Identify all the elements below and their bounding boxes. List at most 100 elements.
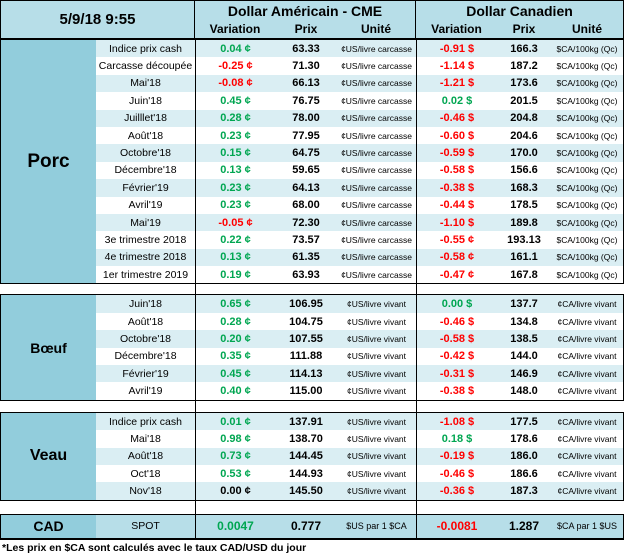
row-label-cell: Oct'18 [130,467,161,480]
row-label-cell: Indice prix cash [109,415,182,428]
cad-us-unit-cell: $US par 1 $CA [346,521,407,532]
ca-variation-cell: -0.46 $ [416,312,497,331]
us-variation-cell: 0.13 ¢ [195,248,275,267]
us-variation-cell: 0.20 ¢ [195,330,275,348]
spot-label: SPOT [131,520,160,533]
ca-prix-cell: 146.9 [510,367,538,380]
us-prix-cell: 71.30 [292,60,320,73]
ca-variation-cell: -0.60 $ [416,126,497,145]
us-unit-cell: ¢US/livre carcasse [341,130,412,141]
us-prix-cell: 64.75 [292,147,320,160]
us-col-prix: Prix [294,22,318,36]
table-row: Mai'18 -0.08 ¢ 66.13 ¢US/livre carcasse -1.2… [96,74,623,93]
ca-unit-cell: $CA/100kg (Qc) [556,95,618,106]
ca-prix-cell: 167.8 [510,268,538,281]
row-label-cell: Août'18 [127,129,164,142]
row-label-cell: Décembre'18 [114,350,177,363]
ca-unit-cell: ¢CA/livre vivant [557,451,617,462]
table-row: Août'18 0.28 ¢ 104.75 ¢US/livre vivant -0.46… [96,312,623,331]
ca-prix-cell: 168.3 [510,181,538,194]
ca-prix-cell: 187.3 [510,485,538,498]
ca-prix-cell: 166.3 [510,42,538,55]
ca-unit-cell: ¢CA/livre vivant [557,386,617,397]
ca-variation-cell: -0.58 $ [416,330,497,348]
us-variation-cell: 0.00 ¢ [195,482,275,500]
us-unit-cell: ¢US/livre vivant [346,451,407,462]
us-variation-cell: 0.04 ¢ [195,40,275,58]
row-label-cell: Mai'19 [130,216,161,229]
us-unit-cell: ¢US/livre carcasse [341,61,412,72]
us-variation-cell: -0.08 ¢ [195,74,275,93]
ca-variation-cell: 0.18 $ [416,430,497,448]
ca-prix-cell: 156.6 [510,164,538,177]
cad-us-prix-cell: 0.777 [290,519,322,534]
ca-unit-cell: ¢CA/livre vivant [557,468,617,479]
us-header-group: Dollar Américain - CME Variation Prix Un… [195,1,416,38]
us-unit-cell: ¢US/livre carcasse [341,200,412,211]
ca-header-group: Dollar Canadien Variation Prix Unité [416,1,623,38]
ca-prix-cell: 148.0 [510,385,538,398]
ca-prix-cell: 189.8 [510,216,538,229]
cad-ca-prix-cell: 1.287 [508,519,540,534]
row-label-cell: Octobre'18 [119,147,172,160]
table-row: Avril'19 0.40 ¢ 115.00 ¢US/livre vivant -0.3… [96,382,623,400]
table-row: Carcasse découpée -0.25 ¢ 71.30 ¢US/livre c… [96,57,623,75]
us-variation-cell: 0.28 ¢ [195,312,275,331]
ca-col-unite: Unité [572,22,602,36]
us-prix-cell: 104.75 [289,315,323,328]
us-unit-cell: ¢US/livre carcasse [341,165,412,176]
us-prix-cell: 77.95 [292,129,320,142]
ca-variation-cell: -1.21 $ [416,74,497,93]
ca-unit-cell: $CA/100kg (Qc) [556,217,618,228]
table-row: Juin'18 0.65 ¢ 106.95 ¢US/livre vivant 0.00 … [96,295,623,313]
grid-line [415,500,417,514]
table-row: Indice prix cash 0.01 ¢ 137.91 ¢US/livre vi… [96,412,623,431]
section-gap [0,400,624,412]
us-prix-cell: 106.95 [289,298,323,311]
ca-subheader-row: Variation Prix Unité [416,20,623,38]
row-label-cell: Décembre'18 [114,164,177,177]
price-table-body: Porc Indice prix cash 0.04 ¢ 63.33 ¢US/livre… [0,40,624,514]
ca-variation-cell: -0.44 $ [416,196,497,214]
ca-variation-cell: -0.46 $ [416,109,497,127]
us-variation-cell: -0.05 ¢ [195,213,275,232]
ca-prix-cell: 134.8 [510,315,538,328]
section-gap [0,500,624,514]
us-variation-cell: 0.22 ¢ [195,231,275,249]
us-prix-cell: 68.00 [292,199,320,212]
ca-unit-cell: ¢CA/livre vivant [557,433,617,444]
section-label: Porc [1,40,96,284]
table-row: Juilllet'18 0.28 ¢ 78.00 ¢US/livre carcasse… [96,109,623,127]
grid-line [415,284,417,295]
grid-line [415,400,417,412]
us-prix-cell: 63.93 [292,268,320,281]
row-label-cell: Juilllet'18 [124,112,167,125]
us-col-unite: Unité [361,22,391,36]
ca-variation-cell: -0.19 $ [416,447,497,465]
us-unit-cell: ¢US/livre carcasse [341,113,412,124]
us-prix-cell: 73.57 [292,233,320,246]
us-prix-cell: 61.35 [292,251,320,264]
grid-line [194,500,196,514]
us-unit-cell: ¢US/livre vivant [346,368,407,379]
section-label: Veau [1,412,96,500]
ca-variation-cell: -1.10 $ [416,213,497,232]
us-subheader-row: Variation Prix Unité [195,20,415,38]
ca-prix-cell: 204.8 [510,112,538,125]
table-row: 1er trimestre 2019 0.19 ¢ 63.93 ¢US/livre c… [96,266,623,284]
ca-variation-cell: 0.00 $ [416,295,497,313]
ca-unit-cell: $CA/100kg (Qc) [556,61,618,72]
row-label-cell: Février'19 [122,181,169,194]
table-row: Février'19 0.45 ¢ 114.13 ¢US/livre vivant -0… [96,365,623,383]
ca-prix-cell: 178.5 [510,199,538,212]
us-prix-cell: 72.30 [292,216,320,229]
row-label-cell: Nov'18 [129,485,162,498]
ca-prix-cell: 187.2 [510,60,538,73]
us-variation-cell: 0.15 ¢ [195,144,275,162]
ca-variation-cell: -1.08 $ [416,412,497,431]
us-unit-cell: ¢US/livre vivant [346,468,407,479]
ca-unit-cell: ¢CA/livre vivant [557,486,617,497]
us-header-title: Dollar Américain - CME [227,2,383,19]
row-label-cell: Mai'18 [130,432,161,445]
us-unit-cell: ¢US/livre vivant [346,386,407,397]
